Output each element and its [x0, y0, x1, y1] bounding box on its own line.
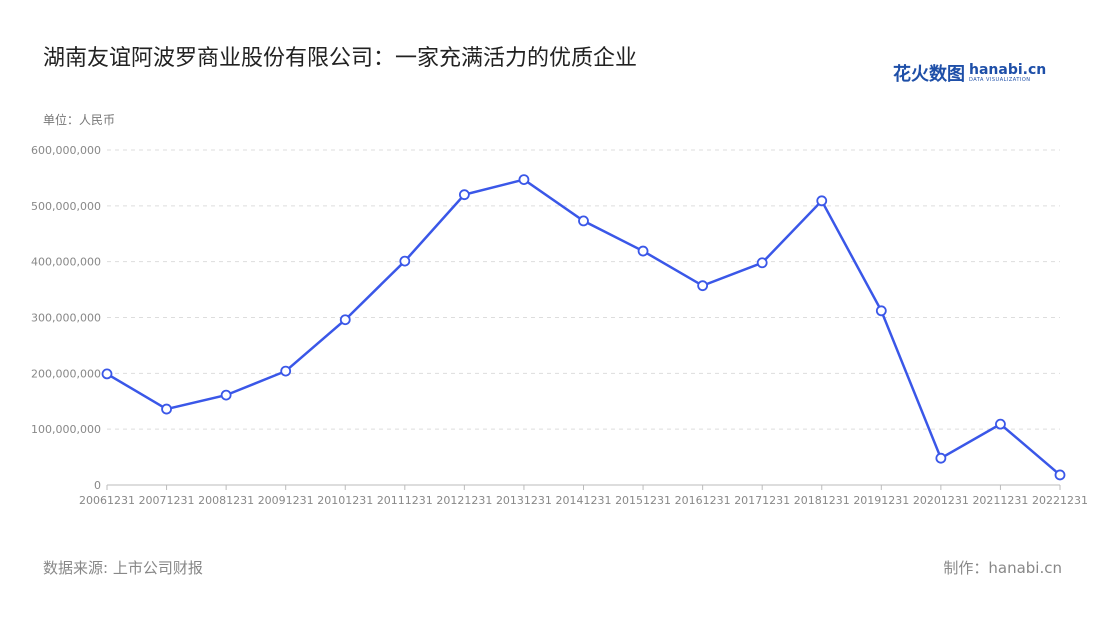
data-point	[816, 195, 828, 207]
x-tick-label: 20071231	[139, 494, 195, 507]
x-tick-label: 20151231	[615, 494, 671, 507]
logo-cn: 花火数图	[893, 64, 965, 85]
data-point	[220, 389, 232, 401]
x-tick-label: 20191231	[853, 494, 909, 507]
logo: 花火数图 hanabi.cn DATA VISUALIZATION	[893, 60, 1046, 86]
data-point	[339, 314, 351, 326]
y-tick-label: 0	[94, 479, 101, 492]
data-point	[875, 305, 887, 317]
y-tick-label: 500,000,000	[31, 200, 101, 213]
x-tick-label: 20091231	[258, 494, 314, 507]
y-tick-label: 400,000,000	[31, 256, 101, 269]
x-tick-label: 20171231	[734, 494, 790, 507]
x-tick-label: 20181231	[794, 494, 850, 507]
maker-credit: 制作：hanabi.cn	[943, 559, 1062, 577]
data-point	[1054, 469, 1066, 481]
x-tick-label: 20221231	[1032, 494, 1088, 507]
x-tick-label: 20061231	[79, 494, 135, 507]
logo-en: hanabi.cn	[969, 62, 1047, 78]
data-point	[280, 365, 292, 377]
x-tick-label: 20201231	[913, 494, 969, 507]
data-point	[399, 255, 411, 267]
data-point	[518, 174, 530, 185]
data-point	[697, 280, 709, 292]
data-point	[578, 215, 589, 227]
data-point	[637, 245, 649, 257]
data-point	[995, 418, 1006, 430]
x-tick-label: 20161231	[675, 494, 731, 507]
data-source: 数据来源: 上市公司财报	[43, 559, 203, 577]
y-tick-label: 300,000,000	[31, 312, 101, 325]
data-point	[756, 257, 768, 269]
y-tick-label: 200,000,000	[31, 367, 101, 380]
x-tick-label: 20121231	[436, 494, 492, 507]
y-tick-label: 600,000,000	[31, 144, 101, 157]
chart-title: 湖南友谊阿波罗商业股份有限公司：一家充满活力的优质企业	[43, 46, 638, 71]
logo-tagline: DATA VISUALIZATION	[969, 77, 1031, 83]
x-tick-label: 20111231	[377, 494, 433, 507]
data-point	[935, 452, 947, 464]
data-point	[101, 368, 113, 380]
x-tick-label: 20081231	[198, 494, 254, 507]
x-tick-label: 20211231	[972, 494, 1028, 507]
y-tick-label: 100,000,000	[31, 423, 101, 436]
x-tick-label: 20131231	[496, 494, 552, 507]
x-tick-label: 20101231	[317, 494, 373, 507]
data-point	[458, 189, 470, 201]
data-point	[161, 403, 172, 415]
x-tick-label: 20141231	[556, 494, 612, 507]
y-axis-label: 单位：人民币	[43, 113, 116, 127]
